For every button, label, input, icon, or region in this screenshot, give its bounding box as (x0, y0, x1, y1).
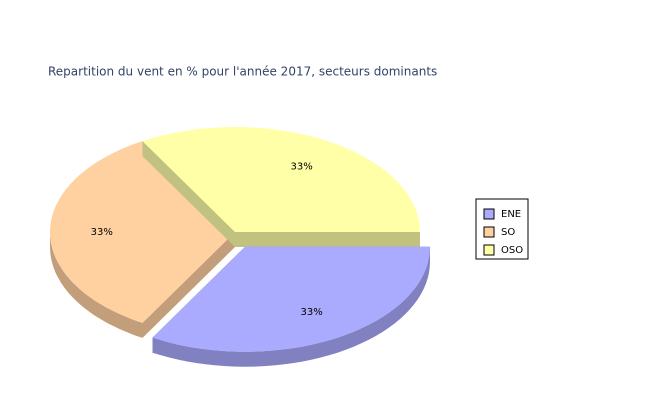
legend-swatch (483, 226, 495, 238)
slice (152, 246, 430, 352)
legend-swatch (483, 208, 495, 220)
legend-label: ENE (501, 209, 521, 220)
slice-side (152, 246, 430, 367)
legend-swatch (483, 244, 495, 256)
slice-side (142, 141, 235, 247)
data-label: 33% (300, 307, 322, 318)
slice-side (50, 232, 143, 338)
legend-label: SO (501, 227, 515, 238)
slice-side (235, 232, 420, 247)
slice-side (142, 232, 235, 338)
slice (142, 127, 420, 232)
data-label: 33% (290, 162, 312, 173)
data-label: 33% (91, 227, 113, 238)
chart-title: Repartition du vent en % pour l'année 20… (48, 65, 437, 79)
legend-label: OSO (501, 245, 523, 256)
